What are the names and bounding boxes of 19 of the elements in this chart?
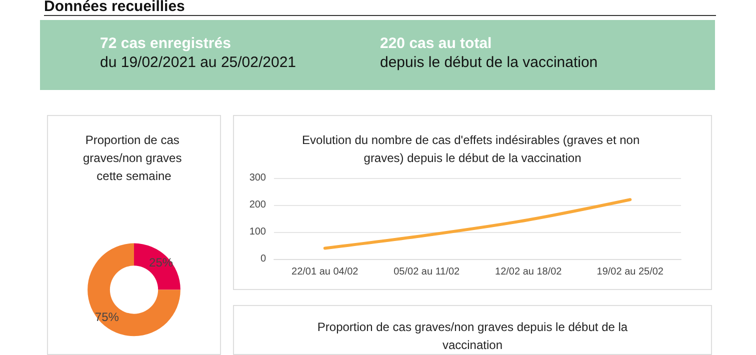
text: Proportion de cas graves/non graves depuis le début de la vaccination bbox=[316, 319, 629, 354]
x-tick-label: 12/02 au 18/02 bbox=[495, 266, 562, 278]
y-tick-label: 100 bbox=[249, 226, 266, 238]
data-label: 25% bbox=[149, 256, 174, 270]
y-tick-label: 300 bbox=[249, 172, 266, 184]
text: Données recueillies bbox=[44, 0, 185, 15]
text: 220 cas au total bbox=[380, 35, 492, 52]
text: 72 cas enregistrés bbox=[100, 35, 231, 52]
x-tick-label: 05/02 au 11/02 bbox=[394, 266, 460, 278]
chart-title: Evolution du nombre de cas d'effets indésirables (graves et non graves) depuis le début de la vaccination bbox=[302, 133, 643, 165]
text: du 19/02/2021 au 25/02/2021 bbox=[100, 54, 296, 71]
y-tick-label: 200 bbox=[249, 200, 266, 210]
x-tick-label: 22/01 au 04/02 bbox=[292, 266, 359, 278]
text: depuis le début de la vaccination bbox=[380, 54, 598, 71]
line-series bbox=[323, 198, 632, 250]
chart-title: Proportion de cas graves/non graves cette semaine bbox=[82, 133, 186, 183]
y-tick-label: 0 bbox=[260, 254, 266, 264]
x-tick-label: 19/02 au 25/02 bbox=[596, 266, 664, 278]
data-label: 75% bbox=[94, 310, 120, 324]
